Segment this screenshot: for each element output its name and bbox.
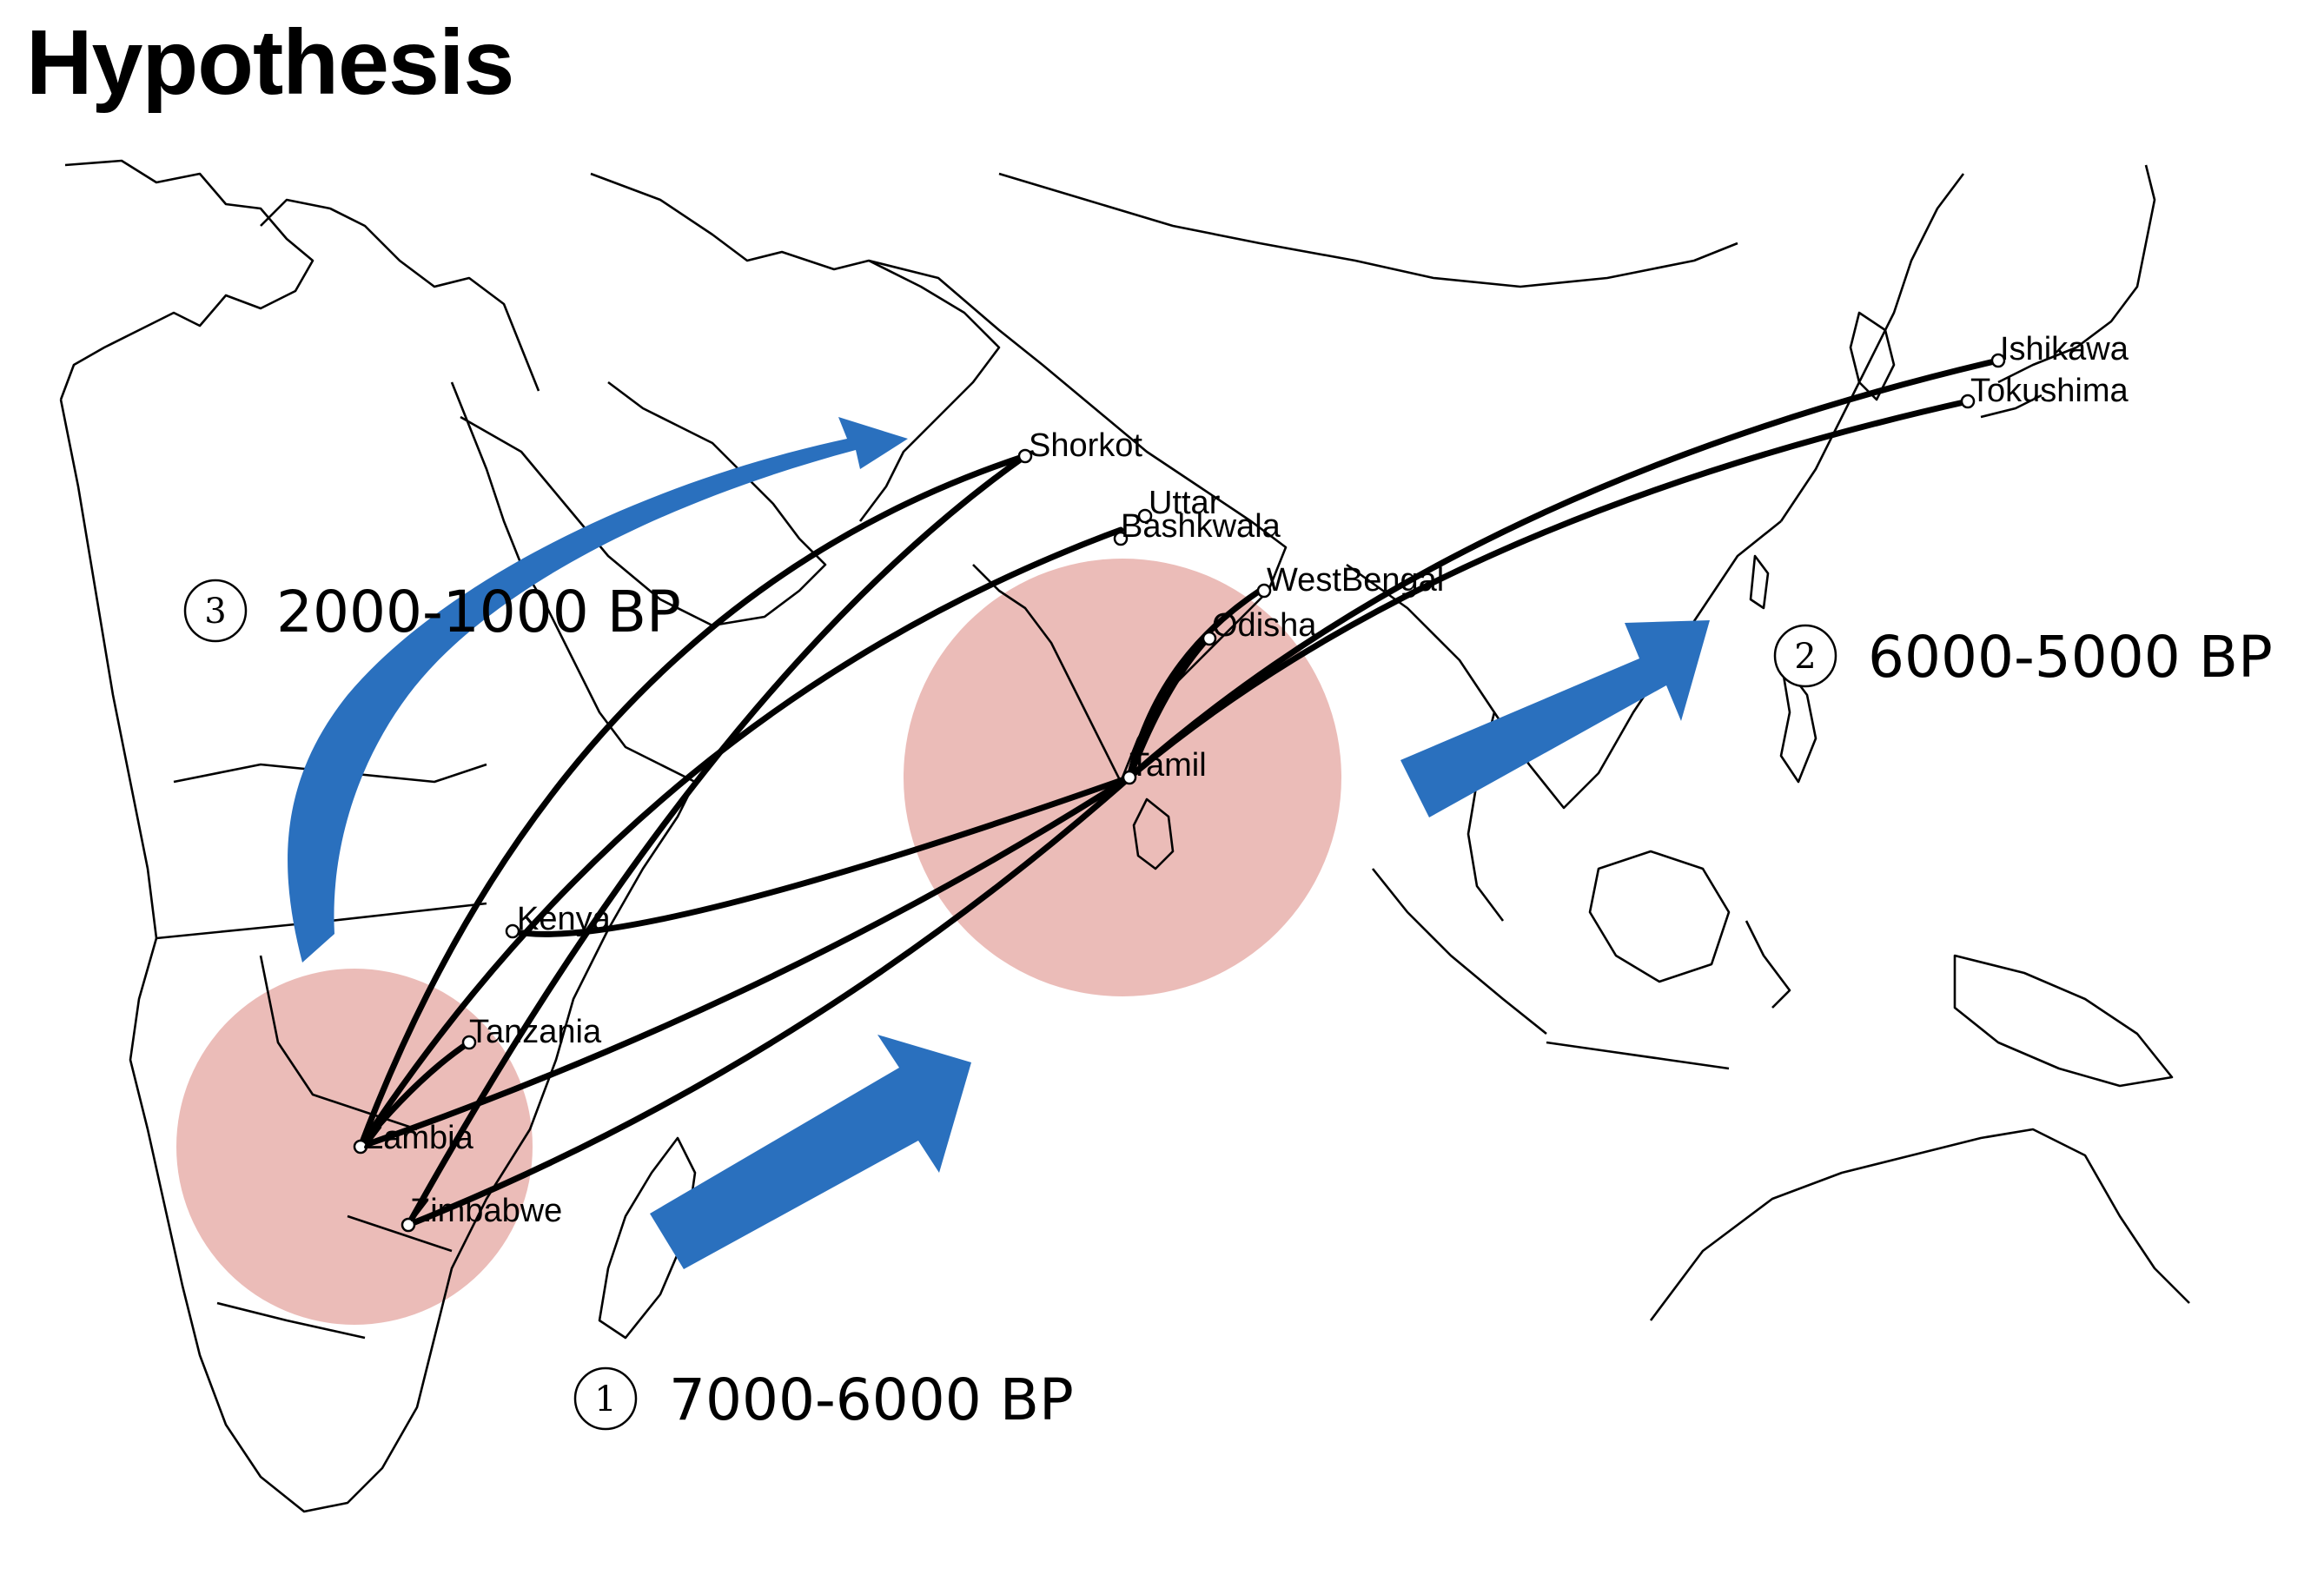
phase-1-label: 1 7000-6000 BP xyxy=(573,1366,1074,1433)
site-label-tanzania: Tanzania xyxy=(469,1014,602,1050)
route-zimbabwe-tamil xyxy=(405,774,1133,1228)
world-map-outline xyxy=(59,159,2190,1513)
route-tamil-tokushima xyxy=(1126,398,1971,781)
site-label-zimbabwe: Zimbabwe xyxy=(410,1193,562,1229)
phase-1-number: 1 xyxy=(594,1380,616,1419)
site-label-ishikawa: Ishikawa xyxy=(2000,331,2129,367)
site-label-kenya: Kenya xyxy=(517,901,612,937)
site-label-uttar: Uttar xyxy=(1149,485,1221,521)
site-label-bashkwala: Bashkwala xyxy=(1121,508,1281,545)
migration-routes xyxy=(357,357,2002,1228)
phase-3-number: 3 xyxy=(204,592,226,632)
phase-3-period: 2000-1000 BP xyxy=(276,579,681,645)
site-label-westbengal: WestBengal xyxy=(1267,562,1444,599)
site-marker-shorkot xyxy=(1017,448,1033,464)
site-label-zambia: Zambia xyxy=(363,1120,474,1156)
route-tamil-ishikawa xyxy=(1126,357,2002,781)
site-marker-odisha xyxy=(1202,631,1217,646)
site-marker-tokushima xyxy=(1960,394,1976,409)
phase-3-arrow xyxy=(288,417,909,963)
site-marker-ishikawa xyxy=(1990,353,2006,368)
phase-3-label: 3 2000-1000 BP xyxy=(183,579,681,645)
route-zambia-tamil xyxy=(357,774,1133,1150)
site-label-odisha: Odisha xyxy=(1212,607,1317,644)
phase-1-arrow xyxy=(650,1035,971,1269)
route-kenya-tamil xyxy=(509,774,1133,937)
route-zambia-tanzania xyxy=(357,1039,473,1150)
site-marker-bashkwala xyxy=(1113,531,1129,546)
phase-2-label: 2 6000-5000 BP xyxy=(1773,624,2273,691)
dispersal-arrows xyxy=(288,417,1710,1269)
site-marker-uttar xyxy=(1137,508,1153,524)
site-marker-kenya xyxy=(505,923,520,939)
site-marker-westbengal xyxy=(1256,583,1272,599)
site-marker-zambia xyxy=(353,1139,368,1155)
phase-2-number-circle xyxy=(1773,624,1837,688)
route-tamil-odisha xyxy=(1126,635,1211,781)
phase-3-number-circle xyxy=(183,579,248,643)
site-label-tokushima: Tokushima xyxy=(1970,373,2129,409)
phase-1-number-circle xyxy=(573,1366,638,1431)
route-zambia-bashkwala xyxy=(357,526,1124,1150)
phase-2-number: 2 xyxy=(1794,637,1816,677)
site-marker-tanzania xyxy=(461,1035,477,1050)
route-zambia-shorkot xyxy=(357,453,1029,1150)
phase-2-arrow xyxy=(1400,620,1710,817)
site-marker-zimbabwe xyxy=(401,1217,416,1233)
site-marker-tamil xyxy=(1122,770,1137,785)
site-markers: Shorkot Uttar Bashkwala WestBengal Odish… xyxy=(353,331,2129,1233)
site-label-tamil: Tamil xyxy=(1129,747,1207,784)
site-label-shorkot: Shorkot xyxy=(1029,427,1142,464)
phase-1-period: 7000-6000 BP xyxy=(669,1366,1074,1433)
route-tamil-westbengal xyxy=(1126,587,1263,781)
slide-title: Hypothesis xyxy=(26,11,514,114)
phase-2-period: 6000-5000 BP xyxy=(1868,624,2273,691)
